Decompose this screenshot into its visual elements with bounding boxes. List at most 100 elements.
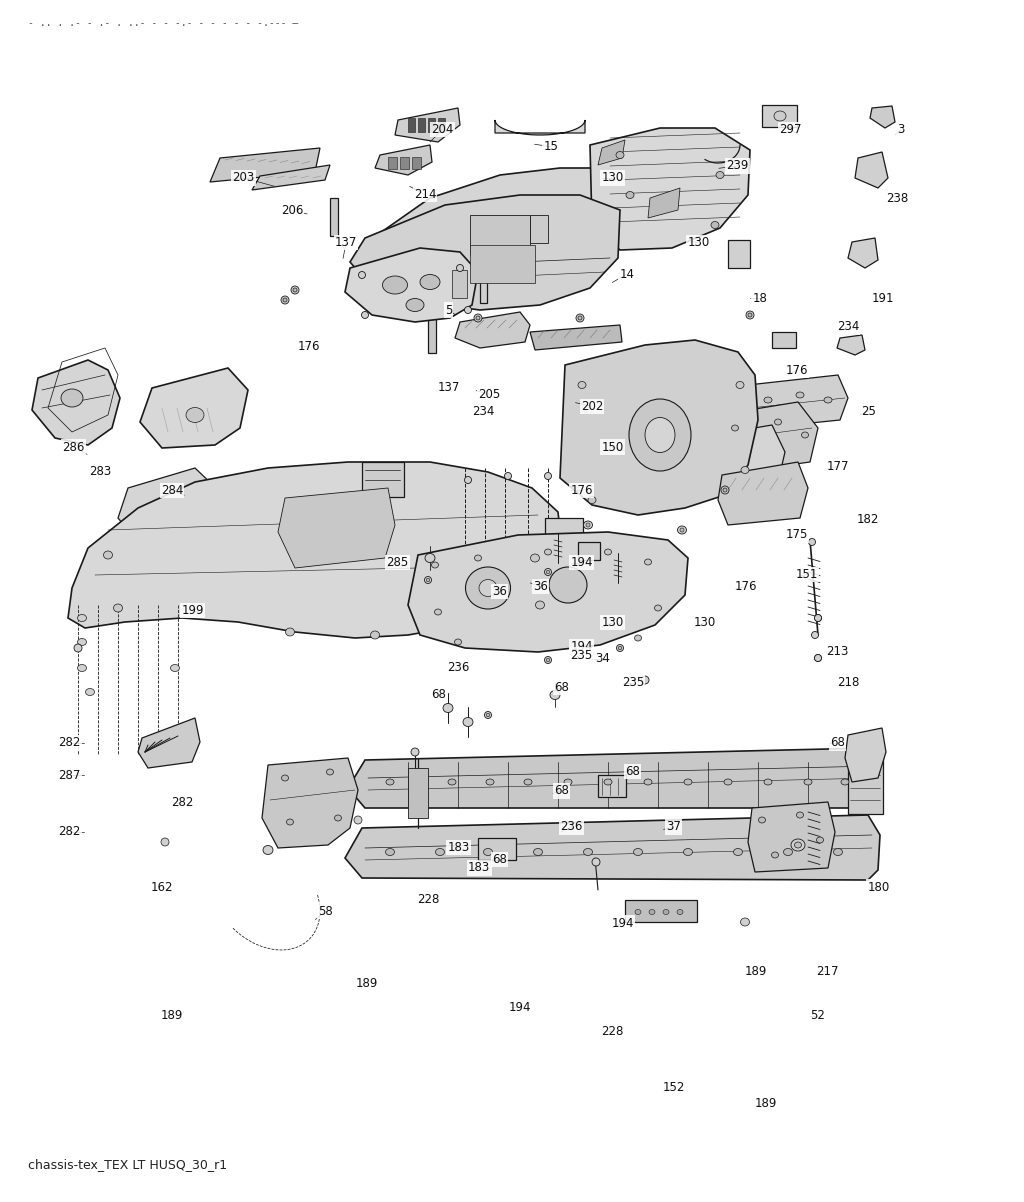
Bar [438, 118, 445, 132]
Bar [388, 157, 397, 169]
Ellipse shape [291, 286, 299, 294]
Ellipse shape [731, 426, 738, 432]
Polygon shape [32, 361, 120, 445]
Ellipse shape [629, 399, 691, 471]
Ellipse shape [816, 837, 823, 843]
Ellipse shape [85, 689, 94, 696]
Ellipse shape [804, 779, 812, 785]
Polygon shape [748, 802, 835, 871]
Polygon shape [348, 748, 882, 808]
Polygon shape [362, 168, 625, 272]
Ellipse shape [733, 849, 742, 856]
Ellipse shape [618, 647, 622, 650]
Text: 189: 189 [355, 977, 378, 989]
Text: 68: 68 [493, 853, 507, 865]
Text: 130: 130 [693, 617, 716, 629]
Text: 150: 150 [601, 441, 624, 453]
Ellipse shape [795, 841, 802, 847]
Polygon shape [278, 488, 395, 569]
Bar [428, 118, 435, 132]
Ellipse shape [809, 538, 815, 546]
Text: 235: 235 [570, 649, 593, 661]
Polygon shape [718, 462, 808, 525]
Text: 182: 182 [857, 513, 880, 525]
Bar [470, 215, 530, 255]
Bar [545, 518, 583, 546]
Ellipse shape [641, 676, 649, 684]
Ellipse shape [814, 655, 821, 661]
Text: 285: 285 [386, 557, 409, 569]
Ellipse shape [724, 779, 732, 785]
Ellipse shape [114, 603, 123, 612]
Polygon shape [345, 815, 880, 880]
Bar [772, 332, 796, 349]
Polygon shape [375, 145, 432, 175]
Bar [598, 775, 626, 797]
Text: 213: 213 [826, 645, 849, 657]
Ellipse shape [545, 472, 552, 480]
Text: 3: 3 [897, 124, 905, 136]
Ellipse shape [549, 567, 587, 603]
Text: 36: 36 [493, 585, 507, 597]
Ellipse shape [802, 432, 809, 438]
Ellipse shape [841, 779, 849, 785]
Polygon shape [140, 368, 248, 448]
Ellipse shape [774, 419, 781, 426]
Text: 14: 14 [620, 268, 634, 280]
Ellipse shape [741, 466, 749, 474]
Bar [408, 118, 415, 132]
Text: 283: 283 [89, 465, 112, 477]
Polygon shape [118, 468, 218, 545]
Text: 176: 176 [570, 484, 593, 496]
Polygon shape [688, 426, 785, 492]
Ellipse shape [474, 314, 482, 322]
Ellipse shape [774, 111, 786, 121]
Ellipse shape [550, 690, 560, 700]
Bar [400, 157, 409, 169]
Ellipse shape [578, 381, 586, 388]
Polygon shape [740, 375, 848, 428]
Ellipse shape [723, 488, 727, 492]
Text: 202: 202 [581, 400, 603, 412]
Ellipse shape [816, 656, 820, 660]
Ellipse shape [764, 779, 772, 785]
Text: 234: 234 [472, 405, 495, 417]
Text: 235: 235 [622, 677, 644, 689]
Ellipse shape [78, 614, 86, 621]
Ellipse shape [824, 397, 831, 403]
Bar [530, 215, 548, 243]
Ellipse shape [683, 849, 692, 856]
Ellipse shape [578, 316, 582, 320]
Text: 286: 286 [62, 441, 85, 453]
Ellipse shape [604, 779, 612, 785]
Text: 218: 218 [837, 677, 859, 689]
Text: 130: 130 [601, 172, 624, 184]
Polygon shape [837, 335, 865, 355]
Ellipse shape [486, 779, 494, 785]
Text: 189: 189 [744, 965, 767, 977]
Ellipse shape [663, 910, 669, 915]
Text: 68: 68 [431, 689, 445, 701]
Ellipse shape [371, 631, 380, 639]
Polygon shape [408, 532, 688, 651]
Ellipse shape [425, 553, 435, 563]
Ellipse shape [474, 555, 481, 561]
Text: 236: 236 [560, 821, 583, 833]
Text: 25: 25 [861, 405, 876, 417]
Polygon shape [530, 325, 622, 350]
Bar [480, 268, 487, 303]
Polygon shape [345, 248, 478, 322]
Bar [625, 900, 697, 922]
Ellipse shape [677, 910, 683, 915]
Text: 228: 228 [601, 1025, 624, 1037]
Ellipse shape [463, 718, 473, 726]
Ellipse shape [457, 264, 464, 272]
Ellipse shape [78, 665, 86, 672]
Text: 194: 194 [611, 917, 634, 929]
Ellipse shape [434, 609, 441, 615]
Bar [478, 838, 516, 859]
Ellipse shape [644, 779, 652, 785]
Polygon shape [598, 139, 625, 165]
Ellipse shape [78, 638, 86, 645]
Text: 284: 284 [161, 484, 183, 496]
